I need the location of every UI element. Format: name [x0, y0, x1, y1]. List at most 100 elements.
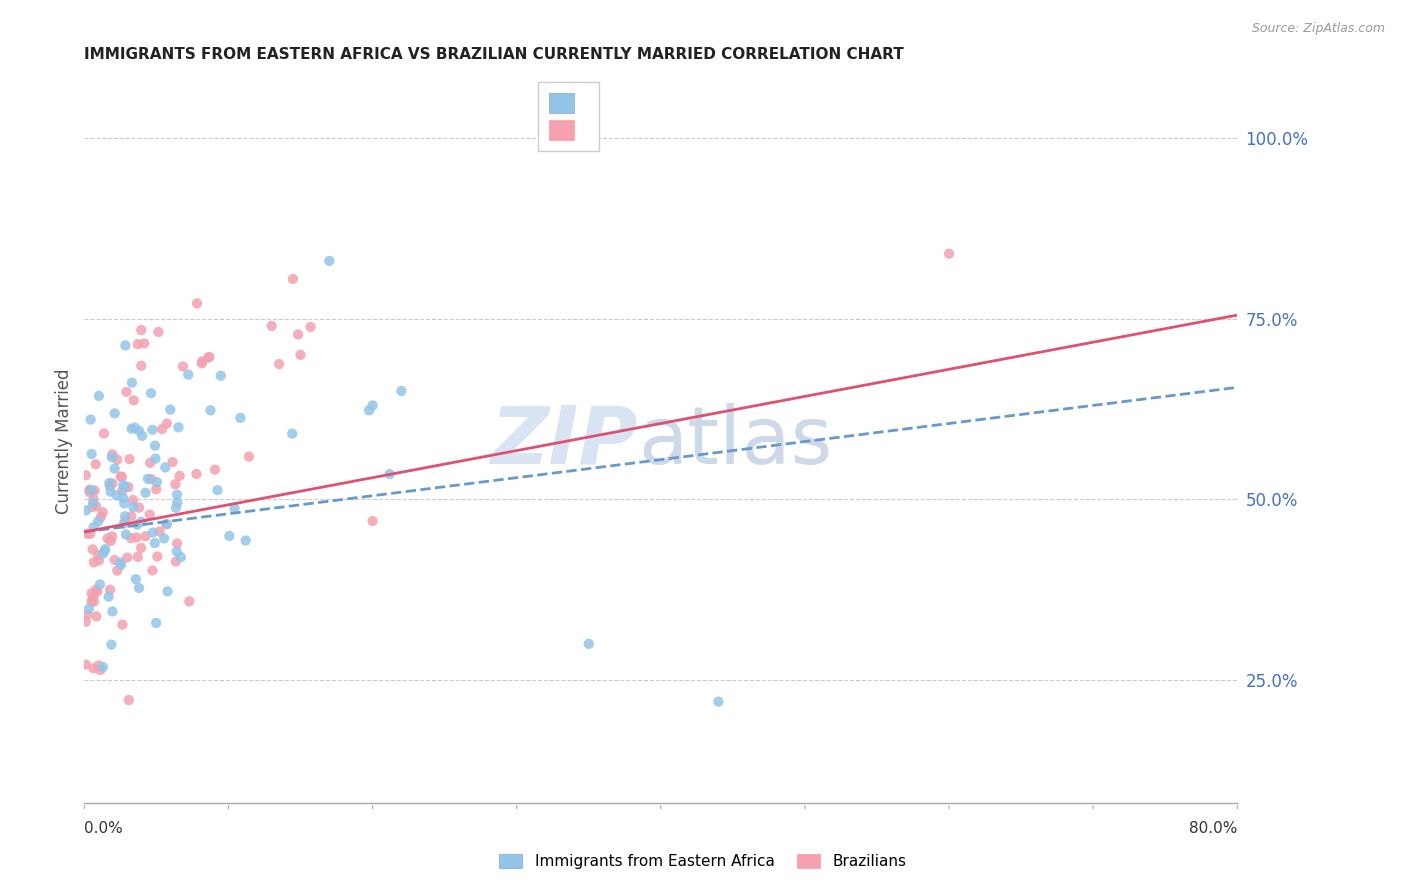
Point [125, 531, 148, 545]
Point [142, 525, 165, 540]
Point [200, 403, 222, 417]
Point [101, 604, 124, 618]
Point [281, 272, 304, 286]
Point [169, 468, 191, 483]
Point [145, 615, 167, 630]
Point [101, 476, 124, 491]
Point [83, 556, 105, 570]
Point [111, 491, 134, 505]
Point [235, 533, 257, 548]
Point [90, 509, 112, 524]
Point [177, 368, 200, 382]
Point [79, 483, 101, 497]
Point [122, 393, 145, 408]
Point [79, 527, 101, 541]
Point [82, 496, 104, 510]
Point [141, 564, 163, 578]
Point [128, 500, 150, 515]
Point [84, 609, 107, 624]
Point [87, 389, 110, 403]
Point [82, 492, 104, 507]
Point [165, 477, 187, 491]
Point [143, 536, 166, 550]
Point [91, 547, 114, 561]
Point [166, 488, 188, 502]
Point [80, 447, 103, 461]
Point [105, 452, 128, 467]
Point [127, 549, 149, 564]
Point [938, 246, 960, 260]
Point [134, 336, 156, 351]
Point [128, 424, 150, 438]
Legend: Immigrants from Eastern Africa, Brazilians: Immigrants from Eastern Africa, Brazilia… [494, 847, 912, 875]
Point [128, 581, 150, 595]
Point [578, 637, 600, 651]
Point [97, 532, 120, 546]
Point [290, 348, 312, 362]
Point [287, 327, 309, 342]
Point [80, 586, 103, 600]
Point [127, 337, 149, 351]
Point [155, 517, 177, 532]
Point [145, 483, 167, 497]
Point [197, 351, 219, 365]
Point [79, 412, 101, 426]
Point [93, 426, 115, 441]
Point [707, 695, 730, 709]
Point [100, 484, 122, 499]
Point [112, 478, 135, 492]
Point [148, 325, 170, 339]
Point [114, 514, 136, 528]
Point [76, 607, 98, 622]
Point [98, 476, 121, 491]
Point [361, 514, 384, 528]
Point [129, 359, 152, 373]
Point [82, 542, 104, 557]
Point [86, 584, 108, 599]
Point [76, 526, 98, 541]
Point [117, 480, 139, 494]
Point [111, 470, 134, 484]
Point [87, 548, 110, 562]
Y-axis label: Currently Married: Currently Married [55, 368, 73, 515]
Point [129, 323, 152, 337]
Point [94, 542, 117, 557]
Point [204, 463, 226, 477]
Point [165, 500, 187, 515]
Point [135, 485, 157, 500]
Point [84, 582, 107, 597]
Text: ZIP: ZIP [491, 402, 638, 481]
Point [129, 541, 152, 555]
Point [80, 483, 103, 498]
Point [120, 531, 142, 545]
Point [145, 451, 167, 466]
Point [166, 536, 188, 550]
Point [105, 564, 128, 578]
Point [141, 423, 163, 437]
Point [118, 693, 141, 707]
Text: Source: ZipAtlas.com: Source: ZipAtlas.com [1251, 22, 1385, 36]
Point [105, 488, 128, 502]
Point [281, 426, 304, 441]
Point [93, 544, 115, 558]
Point [83, 594, 105, 608]
Point [224, 501, 246, 516]
Point [122, 500, 145, 514]
Point [139, 386, 162, 401]
Point [162, 455, 184, 469]
Point [104, 553, 127, 567]
Point [146, 475, 169, 490]
Point [149, 524, 172, 539]
Point [156, 517, 179, 532]
Point [391, 384, 413, 398]
Point [361, 398, 384, 412]
Point [159, 402, 181, 417]
Point [129, 515, 152, 529]
Point [100, 638, 122, 652]
Point [89, 577, 111, 591]
Point [155, 460, 177, 475]
Point [156, 417, 179, 431]
Point [83, 520, 105, 534]
Point [75, 468, 97, 483]
Point [83, 483, 105, 498]
